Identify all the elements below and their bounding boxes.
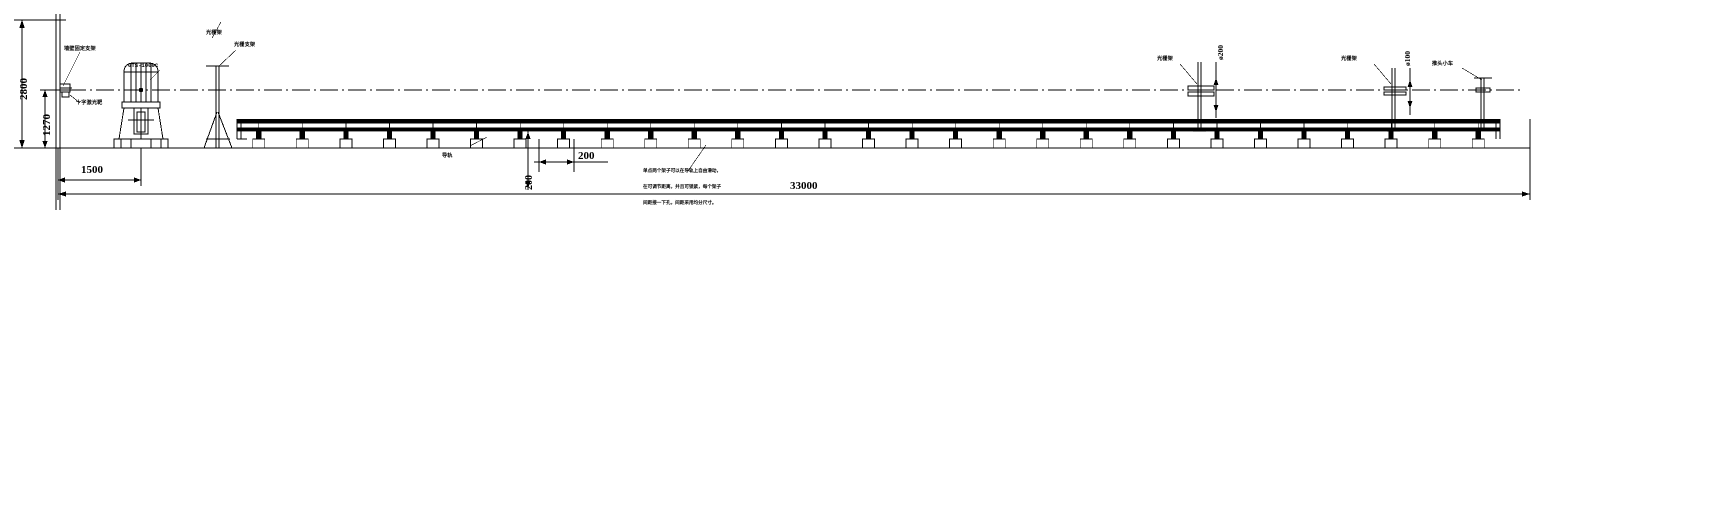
- dim-overall-length: [57, 119, 1531, 200]
- leader-laser-right-2: [1373, 63, 1392, 85]
- dim-overall-length-text: 33000: [790, 180, 818, 192]
- dim-support-pitch: [525, 130, 608, 190]
- rail-support-legs: [252, 119, 1485, 149]
- leader-rail-beam: [469, 136, 488, 147]
- label-rail-beam: 导轨: [442, 153, 453, 159]
- note-line-3: 间距接一下孔，间距采用均分尺寸。: [643, 200, 717, 206]
- label-laser-right-1: 光栅架: [1157, 56, 1173, 62]
- label-laser-stand: 光栅支架: [234, 42, 256, 48]
- note-line-2: 在可调节距离，并且可锁紧，每个架子: [643, 184, 722, 190]
- leader-wall-bracket: [62, 51, 81, 87]
- tail-carriage-assembly: [1474, 77, 1492, 128]
- dim-headstock-offset-text: 1500: [81, 164, 103, 176]
- label-cross-target: 十字激光靶: [76, 100, 103, 106]
- dim-overall-height: [14, 19, 66, 149]
- dim-small-roller: [1407, 68, 1413, 115]
- roller-carriage-small: [1383, 68, 1407, 132]
- headstock-machine: [113, 62, 169, 149]
- construction-note: 单点两个架子可以在导轨上自由滑动， 在可调节距离，并且可锁紧，每个架子 间距接一…: [643, 157, 721, 216]
- dim-support-height-text: 200: [524, 175, 535, 190]
- label-laser-right-2: 光栅架: [1341, 56, 1357, 62]
- leader-laser-top: [211, 21, 222, 39]
- label-tail-carriage: 推头小车: [1432, 61, 1454, 67]
- leader-laser-stand: [218, 49, 237, 67]
- label-machine-model: GTS-1000C: [128, 62, 159, 69]
- laser-grating-stand: [203, 65, 233, 149]
- dim-center-height-text: 1270: [41, 114, 53, 136]
- dim-headstock-offset: [57, 148, 142, 186]
- dim-overall-height-text: 2800: [18, 78, 30, 100]
- note-line-1: 单点两个架子可以在导轨上自由滑动，: [643, 167, 722, 173]
- dia-large-roller-text: ø200: [1216, 45, 1225, 60]
- wall-bracket-assembly: [59, 83, 72, 98]
- leader-note: [687, 144, 707, 172]
- leader-laser-right-1: [1179, 63, 1198, 85]
- dia-small-roller-text: ø100: [1403, 51, 1412, 66]
- label-laser-top: 光栅架: [206, 30, 222, 36]
- dim-large-roller: [1213, 62, 1219, 118]
- dim-support-pitch-text: 200: [578, 150, 595, 162]
- leader-machine-model: [149, 69, 161, 81]
- label-wall-bracket: 墙壁固定支架: [64, 46, 96, 52]
- leader-tail-carriage: [1461, 67, 1483, 81]
- roller-carriage-large: [1187, 62, 1215, 132]
- wall-datum-lines: [55, 14, 61, 210]
- leader-cross-target: [69, 94, 81, 104]
